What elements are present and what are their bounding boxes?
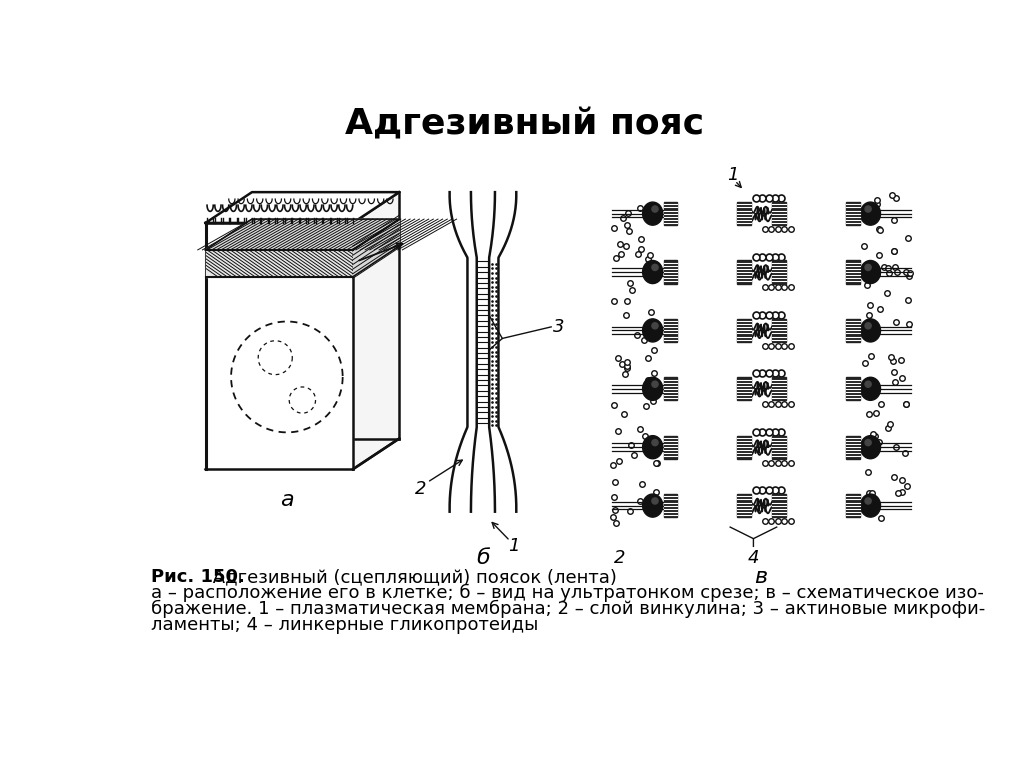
- Ellipse shape: [860, 261, 881, 284]
- Polygon shape: [846, 319, 859, 342]
- Text: 1: 1: [508, 538, 520, 555]
- Polygon shape: [206, 219, 399, 250]
- Ellipse shape: [860, 377, 881, 400]
- Text: Адгезивный (сцепляющий) поясок (лента): Адгезивный (сцепляющий) поясок (лента): [207, 568, 616, 586]
- Polygon shape: [737, 261, 751, 284]
- Ellipse shape: [860, 319, 881, 342]
- Polygon shape: [772, 319, 786, 342]
- Ellipse shape: [652, 206, 658, 212]
- Ellipse shape: [652, 498, 658, 504]
- Text: б: б: [476, 548, 489, 568]
- Text: а: а: [280, 490, 294, 510]
- Text: 1: 1: [727, 166, 738, 184]
- Polygon shape: [846, 436, 859, 459]
- Polygon shape: [846, 202, 859, 225]
- Ellipse shape: [652, 381, 658, 387]
- Polygon shape: [352, 193, 399, 469]
- Ellipse shape: [652, 265, 658, 271]
- Polygon shape: [664, 261, 678, 284]
- Ellipse shape: [643, 494, 663, 517]
- Ellipse shape: [865, 498, 871, 504]
- Ellipse shape: [643, 202, 663, 225]
- Polygon shape: [737, 494, 751, 517]
- Ellipse shape: [865, 265, 871, 271]
- Polygon shape: [772, 202, 786, 225]
- Polygon shape: [206, 250, 352, 277]
- Ellipse shape: [860, 494, 881, 517]
- Text: Рис. 150.: Рис. 150.: [152, 568, 245, 586]
- Polygon shape: [206, 223, 352, 469]
- Polygon shape: [846, 377, 859, 400]
- Text: а – расположение его в клетке; б – вид на ультратонком срезе; в – схематическое : а – расположение его в клетке; б – вид н…: [152, 584, 984, 602]
- Polygon shape: [664, 202, 678, 225]
- Ellipse shape: [643, 377, 663, 400]
- Ellipse shape: [643, 436, 663, 459]
- Ellipse shape: [652, 439, 658, 446]
- Text: бражение. 1 – плазматическая мембрана; 2 – слой винкулина; 3 – актиновые микрофи: бражение. 1 – плазматическая мембрана; 2…: [152, 601, 985, 618]
- Ellipse shape: [865, 439, 871, 446]
- Polygon shape: [737, 377, 751, 400]
- Polygon shape: [772, 261, 786, 284]
- Polygon shape: [772, 377, 786, 400]
- Polygon shape: [737, 436, 751, 459]
- Polygon shape: [772, 494, 786, 517]
- Polygon shape: [664, 319, 678, 342]
- Polygon shape: [846, 494, 859, 517]
- Polygon shape: [664, 436, 678, 459]
- Text: 2: 2: [614, 549, 626, 567]
- Text: ламенты; 4 – линкерные гликопротеиды: ламенты; 4 – линкерные гликопротеиды: [152, 617, 539, 634]
- Polygon shape: [664, 377, 678, 400]
- Polygon shape: [846, 261, 859, 284]
- Text: Адгезивный пояс: Адгезивный пояс: [345, 107, 705, 141]
- Ellipse shape: [860, 436, 881, 459]
- Polygon shape: [352, 219, 399, 277]
- Polygon shape: [206, 193, 399, 223]
- Text: в: в: [755, 567, 768, 588]
- Text: 4: 4: [748, 549, 759, 567]
- Ellipse shape: [860, 202, 881, 225]
- Polygon shape: [737, 202, 751, 225]
- Polygon shape: [737, 319, 751, 342]
- Text: 3: 3: [553, 318, 564, 336]
- Ellipse shape: [643, 261, 663, 284]
- Ellipse shape: [652, 323, 658, 329]
- Ellipse shape: [643, 319, 663, 342]
- Ellipse shape: [865, 381, 871, 387]
- Text: 2: 2: [415, 479, 427, 498]
- Polygon shape: [664, 494, 678, 517]
- Polygon shape: [772, 436, 786, 459]
- Ellipse shape: [865, 323, 871, 329]
- Polygon shape: [206, 250, 352, 277]
- Ellipse shape: [865, 206, 871, 212]
